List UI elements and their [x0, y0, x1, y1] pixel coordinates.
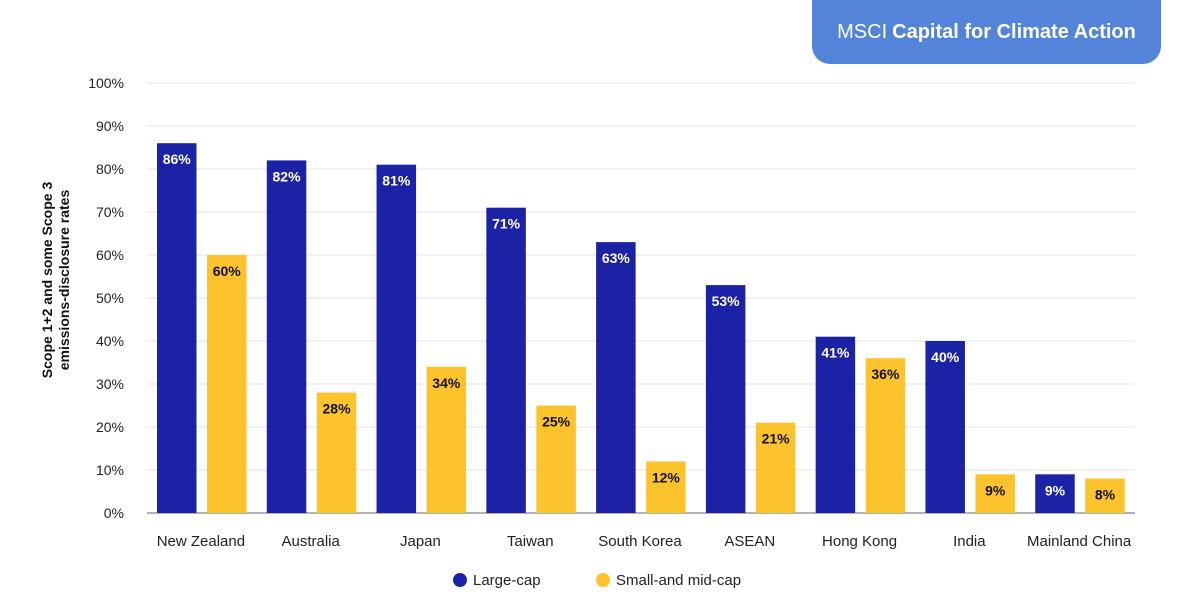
bar-large-cap	[266, 160, 307, 513]
bar-small-mid-cap	[316, 392, 357, 513]
x-tick-label: ASEAN	[724, 533, 775, 550]
data-label: 21%	[762, 431, 791, 447]
y-tick-label: 30%	[96, 376, 124, 392]
brand-badge: MSCI Capital for Climate Action	[812, 0, 1161, 64]
y-tick-label: 20%	[96, 419, 124, 435]
data-label: 63%	[602, 250, 631, 266]
bar-large-cap	[486, 207, 526, 513]
x-tick-label: Japan	[400, 533, 441, 550]
data-label: 81%	[382, 173, 411, 189]
bar-small-mid-cap	[865, 358, 906, 513]
legend-marker-small-mid-cap	[596, 573, 610, 587]
bar-large-cap	[376, 164, 417, 513]
bar-small-mid-cap	[1085, 478, 1125, 513]
data-label: 36%	[871, 366, 900, 382]
bar-small-mid-cap	[646, 461, 686, 513]
data-label: 28%	[323, 401, 352, 417]
bar-small-mid-cap	[207, 255, 247, 513]
legend-marker-large-cap	[453, 573, 467, 587]
x-tick-label: Taiwan	[507, 533, 554, 550]
data-label: 60%	[213, 263, 242, 279]
data-label: 9%	[985, 482, 1006, 498]
data-label: 12%	[652, 469, 681, 485]
x-tick-label: Australia	[281, 533, 340, 550]
bar-small-mid-cap	[536, 405, 576, 513]
x-tick-label: India	[953, 533, 986, 550]
bar-small-mid-cap	[426, 366, 467, 513]
x-tick-label: South Korea	[598, 533, 682, 550]
x-tick-label: New Zealand	[157, 533, 245, 550]
bar-large-cap	[596, 242, 636, 513]
data-label: 8%	[1095, 487, 1116, 503]
bar-large-cap	[157, 143, 197, 513]
bar-large-cap	[705, 285, 746, 513]
data-label: 41%	[821, 345, 850, 361]
y-tick-label: 60%	[96, 247, 124, 263]
data-label: 9%	[1045, 482, 1066, 498]
y-tick-label: 90%	[96, 118, 124, 134]
data-label: 34%	[432, 375, 461, 391]
legend-label: Small-and mid-cap	[616, 572, 741, 589]
y-tick-label: 40%	[96, 333, 124, 349]
badge-title: Capital for Climate Action	[892, 20, 1136, 43]
x-tick-label: Mainland China	[1027, 533, 1132, 550]
y-axis-title: Scope 1+2 and some Scope 3emissions-disc…	[39, 182, 72, 379]
badge-brand: MSCI	[837, 20, 888, 43]
bar-large-cap	[815, 336, 856, 513]
data-label: 40%	[931, 349, 960, 365]
bar-small-mid-cap	[755, 422, 796, 513]
y-tick-label: 50%	[96, 290, 124, 306]
bar-large-cap	[925, 341, 965, 513]
bar-large-cap	[1035, 474, 1075, 513]
data-label: 53%	[712, 293, 741, 309]
bar-small-mid-cap	[975, 474, 1015, 513]
data-label: 25%	[542, 414, 571, 430]
y-tick-label: 70%	[96, 204, 124, 220]
legend-label: Large-cap	[473, 572, 541, 589]
y-tick-label: 10%	[96, 462, 124, 478]
y-tick-label: 0%	[104, 505, 124, 521]
data-label: 82%	[273, 168, 302, 184]
y-axis-title-line: emissions-disclosure rates	[56, 190, 72, 371]
data-label: 86%	[163, 151, 192, 167]
data-label: 71%	[492, 216, 521, 232]
y-tick-label: 80%	[96, 161, 124, 177]
x-tick-label: Hong Kong	[822, 533, 897, 550]
y-tick-label: 100%	[88, 75, 124, 91]
y-axis-title-line: Scope 1+2 and some Scope 3	[39, 182, 55, 379]
